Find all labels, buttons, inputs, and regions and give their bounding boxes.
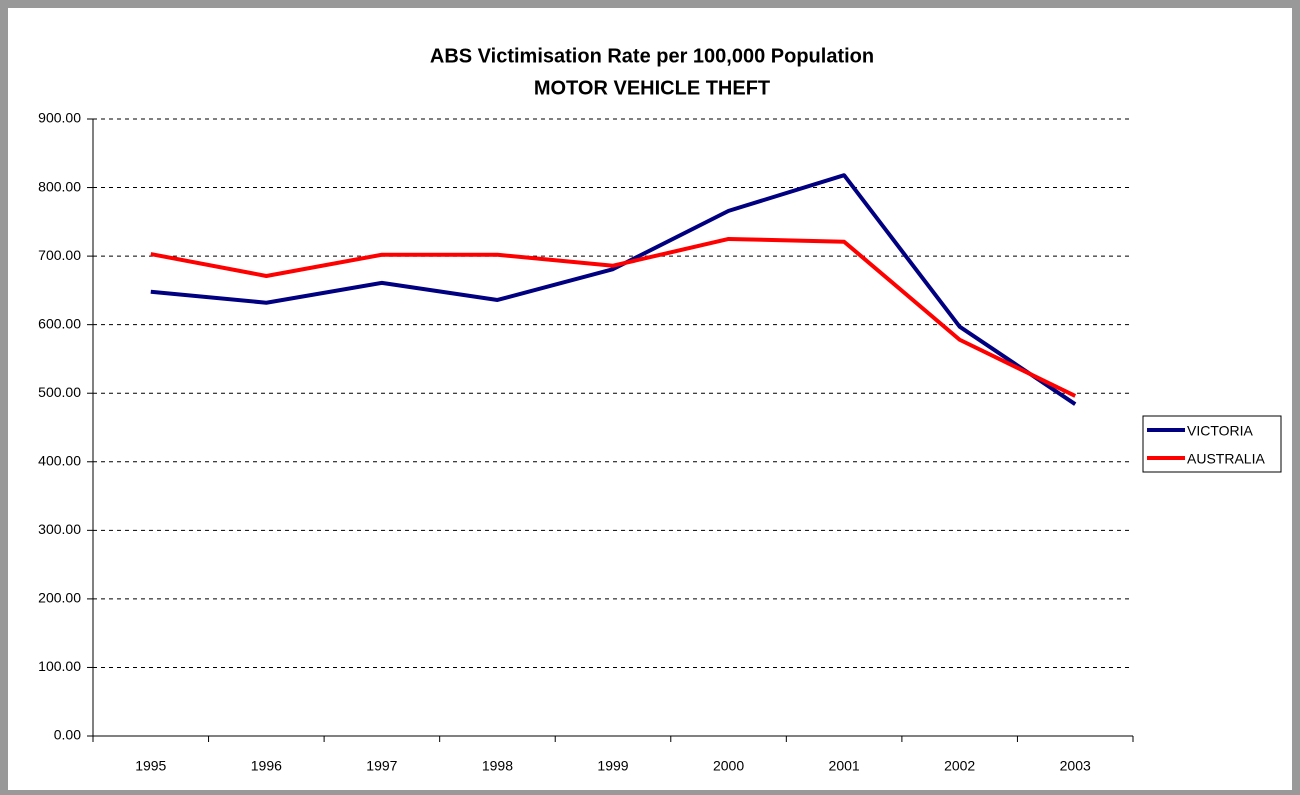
chart-title: ABS Victimisation Rate per 100,000 Popul… xyxy=(430,45,874,67)
x-tick-label: 1999 xyxy=(597,758,628,774)
legend-box xyxy=(1142,415,1282,473)
chart-subtitle: MOTOR VEHICLE THEFT xyxy=(534,77,770,99)
y-tick-label: 200.00 xyxy=(38,590,81,606)
y-tick-label: 700.00 xyxy=(38,247,81,263)
x-tick-label: 2000 xyxy=(713,758,744,774)
x-tick-label: 1995 xyxy=(135,758,166,774)
y-tick-label: 800.00 xyxy=(38,178,81,194)
chart-area xyxy=(8,8,1292,790)
y-tick-label: 400.00 xyxy=(38,452,81,468)
x-tick-label: 2003 xyxy=(1060,758,1091,774)
line-series xyxy=(150,173,1077,406)
y-tick-label: 600.00 xyxy=(38,315,81,331)
y-tick-label: 900.00 xyxy=(38,110,81,126)
y-tick-label: 100.00 xyxy=(38,658,81,674)
legend-label: AUSTRALIA xyxy=(1187,451,1265,467)
legend-label: VICTORIA xyxy=(1187,423,1254,439)
y-tick-label: 500.00 xyxy=(38,384,81,400)
x-tick-label: 2002 xyxy=(944,758,975,774)
x-tick-label: 1997 xyxy=(366,758,397,774)
line-series xyxy=(150,236,1077,398)
y-tick-label: 0.00 xyxy=(54,727,81,743)
x-tick-label: 1996 xyxy=(251,758,282,774)
x-tick-label: 2001 xyxy=(829,758,860,774)
y-tick-label: 300.00 xyxy=(38,521,81,537)
x-tick-label: 1998 xyxy=(482,758,513,774)
